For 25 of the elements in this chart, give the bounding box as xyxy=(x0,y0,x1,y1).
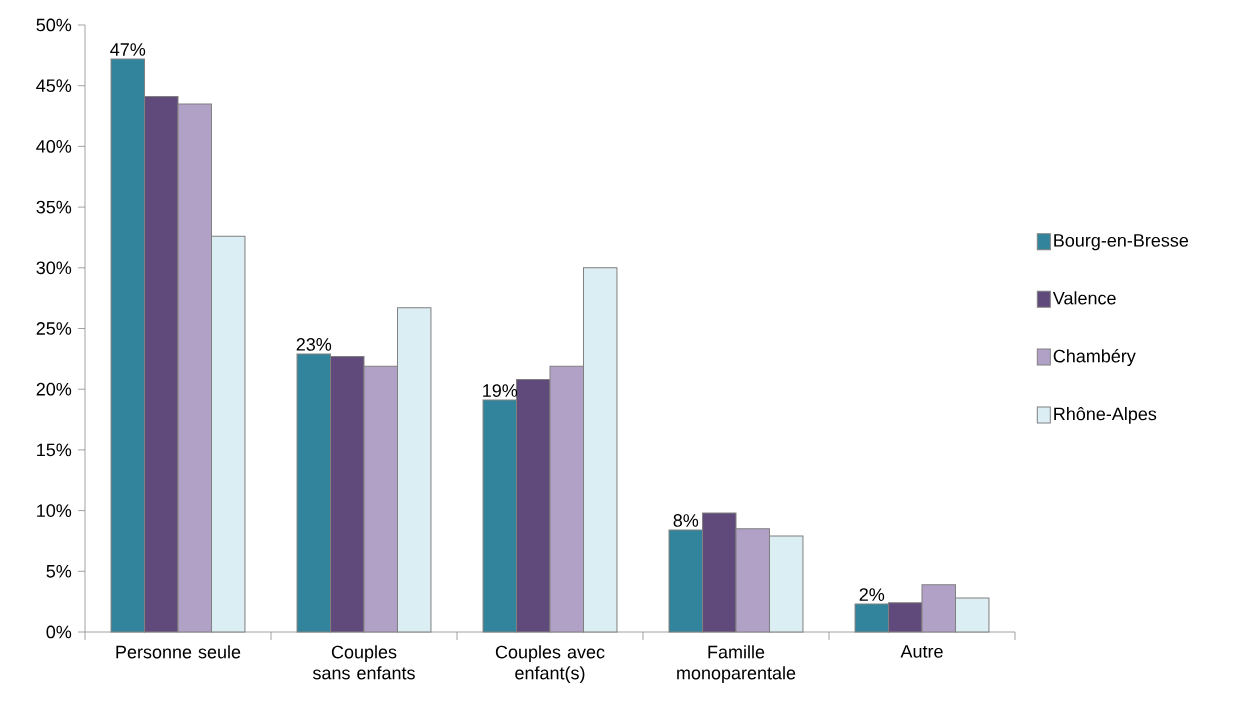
y-tick-label: 10% xyxy=(37,504,72,517)
y-tick-label: 25% xyxy=(36,322,72,335)
y-tick-label: 30% xyxy=(36,261,72,275)
legend-label: Rhône-Alpes xyxy=(1054,406,1157,424)
y-tick-label: 50% xyxy=(36,18,72,32)
data-label: 23% xyxy=(296,338,332,351)
y-tick-label: 35% xyxy=(36,200,72,214)
y-tick-label: 20% xyxy=(36,382,72,396)
x-tick-label: Famille monoparentale xyxy=(677,645,796,683)
legend-label: Chambéry xyxy=(1053,349,1136,367)
data-label: 19% xyxy=(483,384,518,397)
data-label: 8% xyxy=(673,514,699,527)
x-tick-label: Couples avec enfant(s) xyxy=(495,645,605,683)
data-label: 47% xyxy=(110,43,146,56)
legend-label: Bourg-en-Bresse xyxy=(1054,234,1189,251)
y-tick-label: 5% xyxy=(46,564,72,578)
y-tick-label: 45% xyxy=(36,79,72,93)
x-tick-label: Autre xyxy=(900,645,943,658)
data-label: 2% xyxy=(859,588,885,601)
x-tick-label: Personne seule xyxy=(116,645,241,659)
legend-label: Valence xyxy=(1052,291,1116,305)
y-tick-label: 15% xyxy=(37,443,72,457)
y-tick-label: 40% xyxy=(36,140,72,153)
y-tick-label: 0% xyxy=(46,625,72,639)
x-tick-label: Couples sans enfants xyxy=(312,645,415,680)
